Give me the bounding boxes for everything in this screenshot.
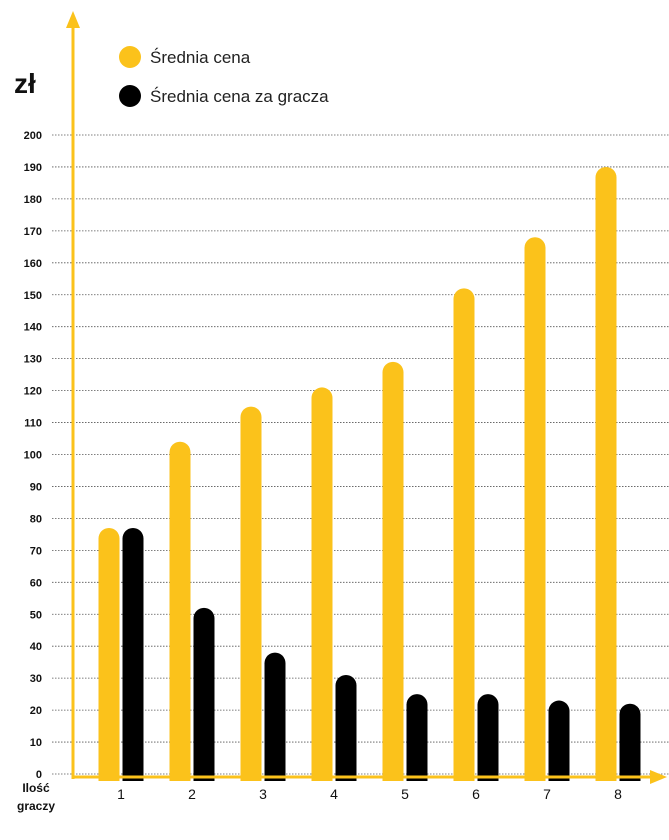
axes <box>66 11 667 784</box>
y-tick-label: 170 <box>24 226 42 238</box>
x-axis-label-line-2: graczy <box>17 799 55 813</box>
bar-average-price-per-player <box>335 674 357 781</box>
bars <box>98 166 641 782</box>
y-axis-unit-label: zł <box>14 68 36 99</box>
y-tick-label: 120 <box>24 386 42 398</box>
y-tick-label: 10 <box>30 737 42 749</box>
y-tick-label: 20 <box>30 705 42 717</box>
x-tick-label: 4 <box>330 786 338 802</box>
legend-marker-average-price-per-player <box>119 85 141 107</box>
y-tick-label: 160 <box>24 258 42 270</box>
bar-average-price <box>98 527 120 781</box>
x-tick-label: 2 <box>188 786 196 802</box>
bar-average-price-per-player <box>406 694 428 781</box>
y-tick-label: 0 <box>36 769 42 781</box>
bar-average-price <box>169 441 191 781</box>
y-tick-label: 80 <box>30 513 42 525</box>
legend: Średnia cena Średnia cena za gracza <box>119 46 329 107</box>
y-tick-label: 180 <box>24 194 42 206</box>
legend-label-average-price: Średnia cena <box>150 48 251 67</box>
bar-average-price <box>311 387 333 781</box>
x-tick-label: 7 <box>543 786 551 802</box>
x-tick-label: 1 <box>117 786 125 802</box>
bar-average-price <box>382 361 404 781</box>
bar-average-price-per-player <box>264 652 286 781</box>
bar-average-price <box>240 406 262 781</box>
y-tick-label: 40 <box>30 641 42 653</box>
x-axis-label-line-1: Ilość <box>22 781 50 795</box>
y-tick-label: 60 <box>30 577 42 589</box>
bar-average-price-per-player <box>477 694 499 781</box>
y-tick-label: 30 <box>30 673 42 685</box>
bar-average-price-per-player <box>193 607 215 781</box>
y-axis-tick-labels: 0 10 20 30 40 50 60 70 80 90 100 110 120 130 140 150 160… <box>24 130 42 781</box>
x-tick-label: 3 <box>259 786 267 802</box>
bar-average-price <box>453 288 475 781</box>
x-tick-label: 6 <box>472 786 480 802</box>
x-axis-tick-labels: 1 2 3 4 5 6 7 8 <box>117 786 622 802</box>
bar-average-price-per-player <box>122 527 144 781</box>
y-tick-label: 130 <box>24 354 42 366</box>
bar-average-price-per-player <box>548 700 570 781</box>
x-axis-arrow-icon <box>650 770 667 784</box>
legend-marker-average-price <box>119 46 141 68</box>
grid-lines <box>52 134 669 775</box>
y-axis-arrow-icon <box>66 11 80 28</box>
y-tick-label: 190 <box>24 162 42 174</box>
y-tick-label: 70 <box>30 545 42 557</box>
legend-label-average-price-per-player: Średnia cena za gracza <box>150 87 329 106</box>
y-tick-label: 100 <box>24 450 42 462</box>
bar-average-price <box>595 166 617 781</box>
y-tick-label: 50 <box>30 609 42 621</box>
bar-average-price-per-player <box>619 703 641 781</box>
bar-average-price <box>524 237 546 782</box>
y-tick-label: 150 <box>24 290 42 302</box>
x-tick-label: 5 <box>401 786 409 802</box>
y-tick-label: 90 <box>30 481 42 493</box>
y-tick-label: 110 <box>24 418 42 430</box>
x-tick-label: 8 <box>614 786 622 802</box>
y-tick-label: 200 <box>24 130 42 142</box>
y-tick-label: 140 <box>24 322 42 334</box>
